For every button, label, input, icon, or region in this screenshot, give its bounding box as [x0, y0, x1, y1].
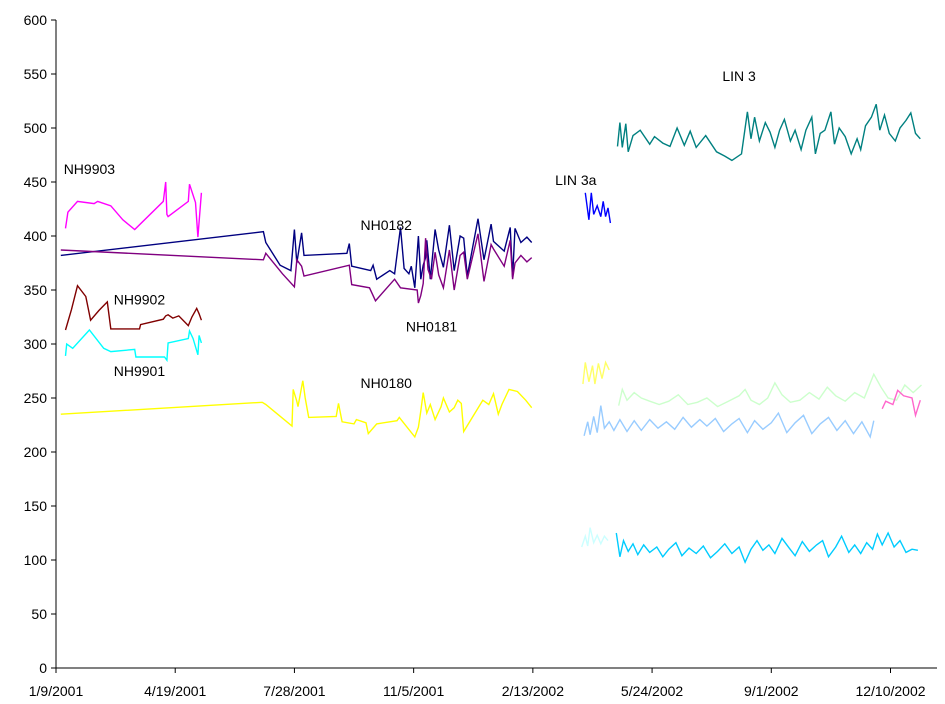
y-tick-label: 0 [39, 660, 47, 676]
series-line-nh0180 [60, 380, 533, 439]
series-group [60, 103, 922, 564]
series-line-unlabeled-9 [618, 372, 922, 408]
series-label-nh0182: NH0182 [361, 217, 413, 233]
y-tick-label: 50 [31, 606, 47, 622]
series-line-unlabeled-10 [583, 405, 875, 439]
x-tick-label: 7/28/2001 [263, 683, 325, 699]
series-line-lin-3a [584, 192, 612, 224]
y-tick-label: 300 [24, 336, 48, 352]
x-tick-label: 12/10/2002 [855, 683, 925, 699]
series-line-lin-3 [616, 103, 921, 162]
y-tick-label: 600 [24, 12, 48, 28]
axes: 0 50 100 150 200 250 300 350 400 450 500 550 600 1/9/… [24, 12, 937, 699]
y-tick-label: 450 [24, 174, 48, 190]
series-line-nh0181 [60, 233, 533, 304]
y-tick-label: 250 [24, 390, 48, 406]
series-label-nh9903: NH9903 [64, 161, 116, 177]
x-tick-label: 2/13/2002 [502, 683, 564, 699]
series-line-nh9903 [64, 181, 203, 238]
series-labels: NH9903 NH9902 NH9901 NH0182 NH0181 NH0180 LIN … [64, 68, 756, 391]
y-tick-label: 350 [24, 282, 48, 298]
y-tick-label: 200 [24, 444, 48, 460]
series-line-unlabeled-11 [881, 389, 921, 419]
x-tick-label: 1/9/2001 [29, 683, 84, 699]
series-label-nh9901: NH9901 [114, 363, 166, 379]
y-tick-label: 500 [24, 120, 48, 136]
series-label-lin-3a: LIN 3a [555, 172, 596, 188]
x-tick-label: 9/1/2002 [744, 683, 799, 699]
y-tick-label: 400 [24, 228, 48, 244]
series-label-nh0180: NH0180 [361, 375, 413, 391]
series-label-nh0181: NH0181 [406, 319, 458, 335]
series-line-unlabeled-8 [582, 360, 610, 385]
y-tick-label: 550 [24, 66, 48, 82]
series-line-unlabeled-13 [615, 531, 919, 564]
series-line-unlabeled-12 [581, 527, 609, 548]
x-tick-label: 5/24/2002 [621, 683, 683, 699]
y-tick-label: 100 [24, 552, 48, 568]
x-tick-label: 4/19/2001 [144, 683, 206, 699]
series-label-lin-3: LIN 3 [722, 68, 756, 84]
series-label-nh9902: NH9902 [114, 292, 166, 308]
x-tick-label: 11/5/2001 [383, 683, 444, 699]
y-tick-label: 150 [24, 498, 48, 514]
series-line-nh9901 [64, 328, 203, 363]
series-line-nh0182 [60, 218, 533, 288]
series-line-nh9902 [64, 284, 203, 331]
